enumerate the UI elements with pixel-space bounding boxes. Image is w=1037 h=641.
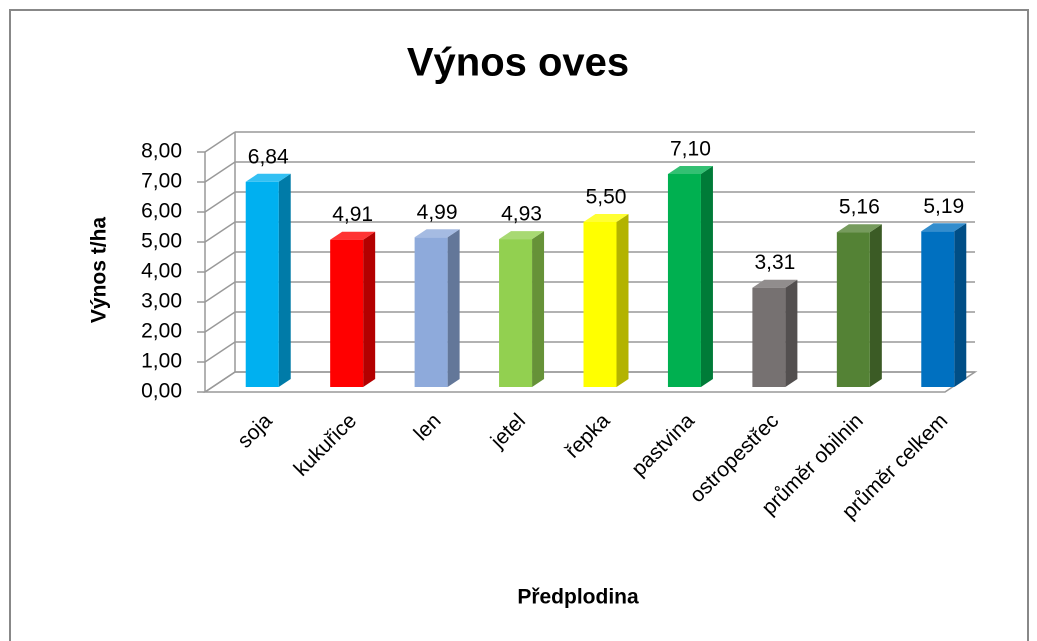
bar-side <box>616 214 629 387</box>
y-tick-label: 3,00 <box>141 290 182 313</box>
value-label: 7,10 <box>670 138 711 161</box>
grid-line <box>204 311 236 333</box>
bar <box>583 222 617 387</box>
grid-line <box>204 371 236 393</box>
y-tick-label: 8,00 <box>141 140 182 163</box>
bar <box>330 239 364 387</box>
grid-line <box>204 281 236 303</box>
value-label: 6,84 <box>248 145 289 168</box>
chart-title: Výnos oves <box>407 41 629 85</box>
bar <box>245 181 279 387</box>
bar <box>667 174 701 387</box>
y-tick-label: 1,00 <box>141 350 182 373</box>
grid-line <box>204 221 236 243</box>
bar-side <box>700 166 713 387</box>
bar-side <box>785 279 798 387</box>
y-tick-label: 2,00 <box>141 320 182 343</box>
bar <box>752 287 786 387</box>
value-label: 4,91 <box>332 203 373 226</box>
bar-side <box>447 229 460 387</box>
grid-line <box>204 161 236 183</box>
value-label: 4,99 <box>417 201 458 224</box>
y-tick-label: 5,00 <box>141 230 182 253</box>
grid-line <box>204 191 236 213</box>
bar-top <box>667 166 713 174</box>
bar-side <box>278 173 291 387</box>
grid-line <box>204 131 236 153</box>
bar-top <box>330 231 376 240</box>
bar <box>414 237 448 387</box>
x-axis-title: Předplodina <box>517 586 639 609</box>
bar <box>499 239 533 387</box>
value-label: 3,31 <box>754 251 795 274</box>
y-tick-label: 4,00 <box>141 260 182 283</box>
bar-side <box>869 224 882 387</box>
y-axis-title: Výnos t/ha <box>88 217 111 324</box>
value-label: 5,19 <box>923 195 964 218</box>
grid-line <box>204 251 236 273</box>
bar-top <box>752 279 798 288</box>
bar <box>836 232 870 387</box>
bar-top <box>499 231 545 240</box>
bar-side <box>532 231 545 387</box>
bar-top <box>583 214 629 222</box>
bar-top <box>245 173 291 182</box>
value-label: 4,93 <box>501 203 542 226</box>
bar-side <box>363 231 376 387</box>
y-tick-label: 0,00 <box>141 380 182 403</box>
bar-side <box>954 223 967 387</box>
grid-line <box>204 341 236 363</box>
value-label: 5,16 <box>839 196 880 219</box>
bar <box>921 231 955 387</box>
bar-top <box>921 223 967 232</box>
y-tick-label: 7,00 <box>141 170 182 193</box>
y-tick-label: 6,00 <box>141 200 182 223</box>
bar-top <box>836 224 882 233</box>
bar-top <box>414 229 460 238</box>
value-label: 5,50 <box>586 186 627 209</box>
